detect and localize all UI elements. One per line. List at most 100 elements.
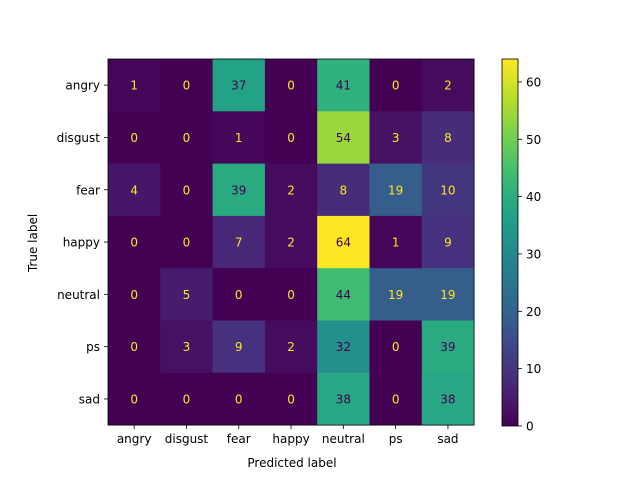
heatmap-cell [264,372,318,426]
heatmap-cell [421,111,475,164]
cell-value-label: 9 [235,340,243,354]
heatmap-cell [369,372,423,426]
cell-value-label: 19 [388,183,403,197]
cell-value-label: 2 [287,183,295,197]
heatmap-cell [369,320,423,374]
cell-value-label: 0 [183,392,191,406]
heatmap-cell [212,111,266,164]
cell-value-label: 64 [336,236,351,250]
heatmap-cell [369,268,423,321]
cell-value-label: 5 [183,288,191,302]
cell-value-label: 1 [392,236,400,250]
x-tick-label: fear [227,432,251,446]
colorbar-tick-label: 10 [526,362,541,376]
heatmap-cell [317,372,370,426]
cell-value-label: 0 [287,131,295,145]
y-tick-label: disgust [57,131,101,145]
heatmap-cell [160,163,213,217]
heatmap-cell [369,163,423,217]
colorbar: 0 10 20 30 40 50 60 [501,58,541,434]
cell-value-label: 0 [183,236,191,250]
cell-value-label: 32 [336,340,351,354]
cell-value-label: 0 [392,79,400,93]
cell-value-label: 0 [130,236,138,250]
heatmap-cell [421,268,475,321]
heatmap-cell [421,163,475,217]
heatmap-cell [317,59,370,112]
cell-value-label: 37 [231,79,246,93]
heatmap-cell [264,111,318,164]
cell-value-label: 1 [130,79,138,93]
colorbar-gradient [502,59,518,426]
heatmap-cell [108,320,161,374]
cell-value-label: 3 [392,131,400,145]
cell-value-label: 0 [287,79,295,93]
cell-value-label: 0 [287,392,295,406]
y-tick-label: ps [86,340,100,354]
cell-value-label: 0 [130,340,138,354]
heatmap-cell [317,320,370,374]
colorbar-tick-label: 0 [526,420,534,434]
colorbar-frame [501,58,519,427]
cell-value-label: 19 [388,288,403,302]
heatmap-cell [212,268,266,321]
x-tick-label: ps [389,432,403,446]
x-axis-label: Predicted label [247,456,336,470]
cell-value-label: 9 [444,236,452,250]
x-tick-label: disgust [165,432,209,446]
cell-value-label: 19 [440,288,455,302]
heatmap-cell [369,215,423,269]
cell-value-label: 8 [340,183,348,197]
heatmap-cell [369,111,423,164]
heatmap-cell [264,268,318,321]
heatmap-cell [264,215,318,269]
cell-value-label: 39 [440,340,455,354]
colorbar-tick-label: 50 [526,133,541,147]
cell-value-label: 0 [392,340,400,354]
heatmap-cell [108,372,161,426]
cell-value-label: 0 [183,183,191,197]
cell-value-label: 10 [440,183,455,197]
cell-value-label: 8 [444,131,452,145]
cell-value-label: 1 [235,131,243,145]
x-tick-label: neutral [322,432,365,446]
heatmap-cell [108,163,161,217]
cell-value-label: 0 [130,392,138,406]
heatmap-cell [108,268,161,321]
cell-value-label: 3 [183,340,191,354]
heatmap-cell [421,215,475,269]
cell-value-label: 0 [235,288,243,302]
heatmap-cell [264,163,318,217]
heatmap-cell [317,163,370,217]
y-tick-label: happy [63,236,100,250]
heatmap-cell [212,59,266,112]
heatmap-cell [264,320,318,374]
heatmap-cell [212,215,266,269]
heatmap-cell [212,163,266,217]
heatmap-cell [160,59,213,112]
cell-value-label: 0 [287,288,295,302]
y-tick-label: fear [76,183,100,197]
heatmap-cell [212,320,266,374]
heatmap-cell [160,111,213,164]
cell-value-label: 2 [444,79,452,93]
heatmap-cell [421,372,475,426]
heatmap-cell [108,111,161,164]
x-tick-label: angry [117,432,152,446]
heatmap-cell [160,320,213,374]
cell-value-label: 38 [336,392,351,406]
x-tick-label: happy [272,432,309,446]
heatmap-cell [317,111,370,164]
heatmap-cell [108,215,161,269]
heatmap-cell [317,215,370,269]
heatmap-cell [421,320,475,374]
cell-value-label: 2 [287,340,295,354]
heatmap-cell [421,59,475,112]
colorbar-tick-label: 30 [526,247,541,261]
colorbar-tick-label: 20 [526,305,541,319]
cell-value-label: 0 [130,288,138,302]
x-tick-label: sad [437,432,458,446]
cell-value-label: 0 [130,131,138,145]
cell-value-label: 4 [130,183,138,197]
cell-value-label: 39 [231,183,246,197]
